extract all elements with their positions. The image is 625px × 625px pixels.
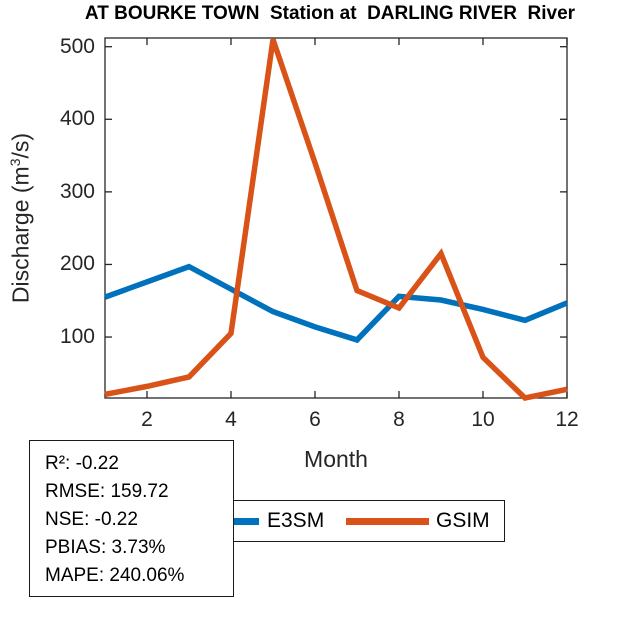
stat-r2: R²: -0.22 <box>45 453 119 474</box>
legend-label-e3sm: E3SM <box>267 509 325 532</box>
y-tick-label: 100 <box>59 325 95 349</box>
y-tick-label: 300 <box>59 179 95 203</box>
stat-nse: NSE: -0.22 <box>45 509 138 530</box>
stat-mape: MAPE: 240.06% <box>45 565 185 586</box>
chart-title: AT BOURKE TOWN Station at DARLING RIVER … <box>84 3 576 24</box>
y-tick-label: 400 <box>59 107 95 131</box>
x-axis-label: Month <box>304 446 368 472</box>
y-axis-label-suffix: /s) <box>7 132 34 159</box>
y-tick-label: 500 <box>59 34 95 58</box>
stat-rmse: RMSE: 159.72 <box>45 481 169 502</box>
x-tick-label: 10 <box>471 408 495 431</box>
x-tick-label: 4 <box>225 408 237 431</box>
series-line-gsim <box>104 38 568 401</box>
series-line-e3sm <box>104 263 569 344</box>
y-axis-label-superscript: 3 <box>7 158 23 167</box>
x-tick-label: 8 <box>393 408 405 431</box>
legend-label-gsim: GSIM <box>436 509 490 532</box>
y-tick-label: 200 <box>59 252 95 276</box>
x-tick-label: 6 <box>309 408 321 431</box>
plot-border <box>104 37 568 399</box>
y-axis-label-text: Discharge (m <box>7 166 34 304</box>
y-axis-label: Discharge (m3/s) <box>7 108 37 328</box>
y-axis-tick-labels: 100 200 300 400 500 <box>0 0 95 625</box>
stat-pbias: PBIAS: 3.73% <box>45 537 166 558</box>
x-axis-tick-labels: 2 4 6 8 10 12 <box>0 406 625 436</box>
x-tick-label: 2 <box>141 408 153 431</box>
x-tick-label: 12 <box>555 408 579 431</box>
legend-swatch-gsim <box>346 518 429 525</box>
stats-box: R²: -0.22 RMSE: 159.72 NSE: -0.22 PBIAS:… <box>29 440 234 597</box>
